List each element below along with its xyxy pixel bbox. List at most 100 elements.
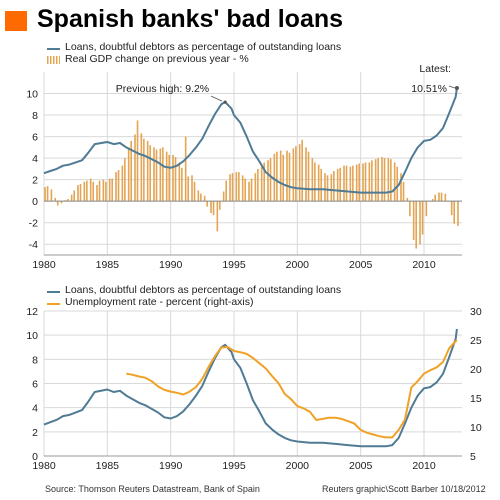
top-gdp-bar	[236, 172, 238, 201]
top-gdp-bar	[141, 133, 143, 201]
top-gdp-bar	[168, 155, 170, 201]
top-gdp-bar	[422, 201, 424, 234]
top-gdp-bar	[261, 167, 263, 201]
top-latest-label: Latest:	[419, 63, 451, 75]
top-gdp-bar	[134, 134, 136, 201]
top-gdp-bar	[92, 182, 94, 201]
top-gdp-bar	[339, 168, 341, 201]
bottom-x-tick-label: 2010	[412, 460, 436, 472]
top-gdp-bar	[187, 176, 189, 201]
top-y-tick-label: 8	[32, 110, 38, 122]
top-gdp-bar	[248, 182, 250, 201]
top-gdp-bar	[90, 179, 92, 202]
top-gdp-bar	[320, 169, 322, 201]
top-gdp-bar	[96, 185, 98, 201]
top-gdp-bar	[149, 145, 151, 201]
top-gdp-bar	[153, 147, 155, 201]
bottom-x-tick-label: 2000	[286, 460, 310, 472]
top-gdp-bar	[282, 155, 284, 201]
top-gdp-bar	[295, 146, 297, 201]
top-latest-value: 10.51%	[411, 83, 447, 95]
top-gdp-bar	[57, 201, 59, 205]
top-gdp-bar	[242, 175, 244, 201]
top-gdp-bar	[111, 179, 113, 202]
top-gdp-bar	[198, 190, 200, 201]
top-gdp-bar	[356, 165, 358, 202]
top-gdp-bar	[333, 171, 335, 201]
top-gdp-bar	[362, 164, 364, 202]
top-gdp-bar	[286, 151, 288, 202]
top-gdp-bar	[388, 158, 390, 201]
top-gdp-bar	[255, 173, 257, 201]
bottom-y2-tick-label: 15	[470, 393, 482, 405]
top-gdp-bar	[109, 179, 111, 202]
top-gdp-bar	[327, 175, 329, 201]
top-gdp-bar	[143, 139, 145, 201]
top-prev-high-label: Previous high: 9.2%	[116, 83, 209, 95]
top-gdp-bar	[217, 201, 219, 231]
top-gdp-bar	[118, 170, 120, 201]
top-gdp-bar	[369, 162, 371, 201]
top-gdp-bar	[124, 158, 126, 201]
top-gdp-bar	[267, 160, 269, 201]
top-gdp-bar	[206, 201, 208, 206]
top-gdp-bar	[147, 141, 149, 201]
top-gdp-bar	[223, 191, 225, 201]
top-gdp-bar	[172, 155, 174, 201]
bottom-x-tick-label: 1985	[96, 460, 120, 472]
top-gdp-bar	[409, 201, 411, 216]
top-gdp-bar	[390, 159, 392, 201]
top-gdp-bar	[441, 193, 443, 202]
top-gdp-bar	[160, 148, 162, 201]
bottom-y-tick-label: 2	[32, 427, 38, 439]
top-gdp-bar	[51, 189, 53, 201]
top-gdp-bar	[185, 137, 187, 202]
top-gdp-bar	[270, 158, 272, 201]
top-gdp-bar	[419, 201, 421, 244]
top-x-tick-label: 1985	[96, 259, 120, 271]
bottom-y-tick-label: 4	[32, 403, 38, 415]
top-gdp-bar	[337, 169, 339, 201]
top-gdp-bar	[44, 187, 46, 201]
top-gdp-bar	[394, 162, 396, 201]
graphic-credit: Reuters graphic\Scott Barber 10/18/2012	[322, 484, 486, 494]
top-x-tick-label: 2010	[412, 259, 436, 271]
top-gdp-bar	[105, 182, 107, 201]
top-y-tick-label: 10	[26, 89, 38, 101]
top-x-tick-label: 2000	[286, 259, 310, 271]
bottom-y-tick-label: 12	[26, 306, 38, 318]
top-gdp-bar	[438, 193, 440, 202]
bottom-y2-tick-label: 30	[470, 306, 482, 318]
top-gdp-bar	[358, 164, 360, 202]
loans-legend-swatch-2	[47, 291, 60, 293]
top-gdp-bar	[365, 162, 367, 201]
top-gdp-bar	[274, 154, 276, 201]
top-gdp-bar	[257, 169, 259, 201]
bottom-x-tick-label: 1995	[222, 460, 246, 472]
top-gdp-bar	[343, 166, 345, 202]
top-gdp-bar	[115, 172, 117, 201]
top-gdp-bar	[179, 162, 181, 201]
top-gdp-bar	[200, 194, 202, 202]
top-gdp-bar	[305, 147, 307, 201]
top-y-tick-label: 0	[32, 196, 38, 208]
top-gdp-bar	[86, 181, 88, 201]
top-gdp-bar	[396, 167, 398, 201]
top-gdp-bar	[293, 148, 295, 201]
top-gdp-bar	[426, 201, 428, 216]
top-gdp-bar	[156, 150, 158, 202]
top-gdp-bar	[415, 201, 417, 248]
top-gdp-bar	[210, 201, 212, 213]
top-prev-high-leader	[211, 96, 222, 101]
top-gdp-bar	[84, 182, 86, 201]
top-gdp-bar	[194, 182, 196, 201]
bottom-y-tick-label: 10	[26, 330, 38, 342]
top-gdp-bar	[314, 162, 316, 201]
bottom-y2-tick-label: 10	[470, 422, 482, 434]
top-gdp-bar	[346, 166, 348, 202]
top-y-tick-label: 6	[32, 132, 38, 144]
top-gdp-bar	[457, 201, 459, 226]
top-gdp-bar	[103, 180, 105, 202]
top-latest-leader	[449, 86, 455, 88]
